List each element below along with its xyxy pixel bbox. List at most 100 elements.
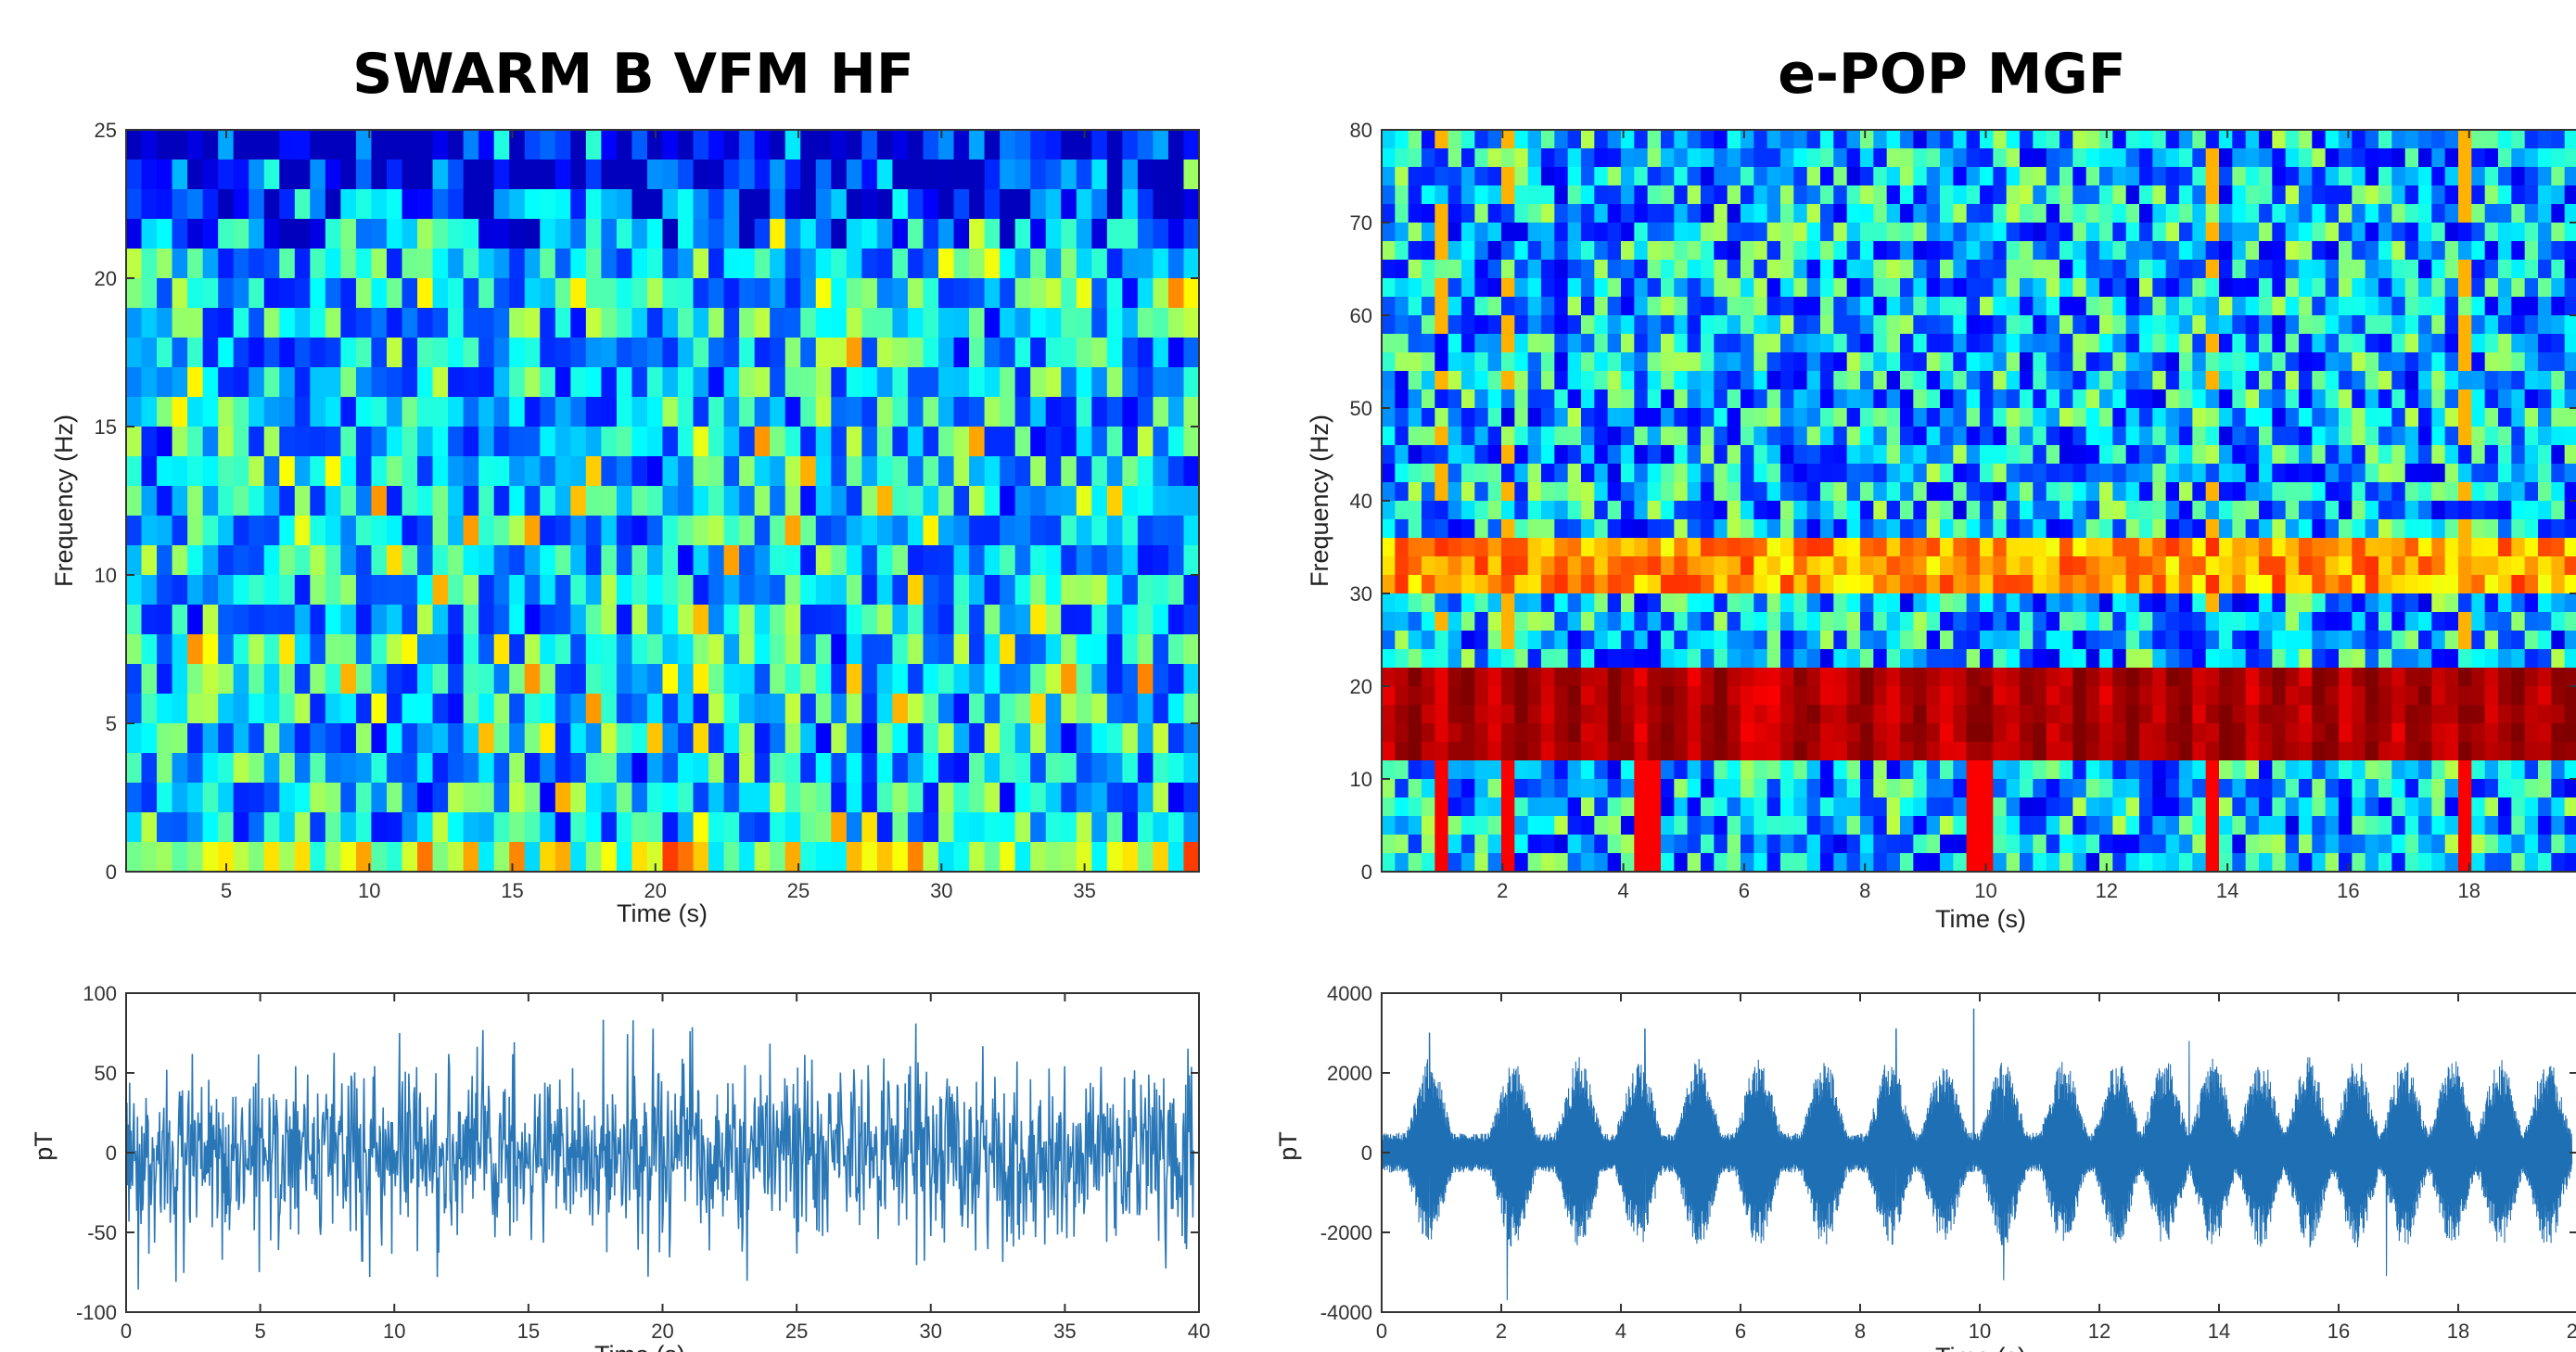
swarm-spectrogram-cell [601,367,618,398]
swarm-spectrogram-cell [1076,605,1092,635]
swarm-spectrogram-cell [355,634,373,665]
epop-spectrogram-cell [1886,297,1901,316]
epop-spectrogram-cell [2404,723,2419,743]
swarm-spectrogram-cell [693,783,709,813]
epop-spectrogram-cell [1714,686,1728,706]
epop-spectrogram-cell [2458,538,2472,557]
epop-spectrogram-cell [2125,352,2140,372]
epop-spectrogram-cell [1886,723,1901,743]
epop-spectrogram-cell [1833,185,1848,205]
epop-spectrogram-cell [1926,482,1941,502]
swarm-spectrogram-cell [770,694,786,724]
swarm-spectrogram-cell [678,812,695,843]
swarm-spectrogram-cell [1106,753,1123,784]
swarm-spectrogram-cell [601,516,618,546]
epop-spectrogram-cell [1940,501,1954,520]
epop-spectrogram-cell [1940,705,1954,724]
epop-spectrogram-cell [1501,556,1515,576]
swarm-spectrogram-cell [417,219,434,249]
epop-spectrogram-cell [1487,760,1502,780]
swarm-spectrogram-cell [249,189,265,220]
epop-spectrogram-cell [1873,445,1888,465]
epop-spectrogram-cell [1727,649,1741,669]
epop-spectrogram-cell [2179,371,2193,390]
swarm-spectrogram-cell [953,634,970,665]
epop-spectrogram-cell [2365,167,2379,186]
swarm-spectrogram-cell [1153,516,1169,546]
swarm-spectrogram-cell [831,338,848,368]
swarm-spectrogram-cell [294,397,311,427]
epop-spectrogram-cell [2404,556,2419,576]
epop-spectrogram-cell [1741,593,1754,613]
epop-spectrogram-cell [2339,556,2353,576]
epop-spectrogram-cell [2152,389,2167,409]
swarm-spectrogram-cell [815,753,832,784]
epop-spectrogram-cell [2006,315,2021,335]
epop-spectrogram-cell [2365,686,2379,706]
swarm-spectrogram-cell [463,219,479,249]
swarm-spectrogram-cell [770,486,786,517]
epop-spectrogram-cell [1674,408,1689,427]
epop-spectrogram-cell [2033,482,2047,502]
epop-spectrogram-cell [1753,297,1768,316]
epop-spectrogram-cell [1926,241,1941,261]
epop-spectrogram-cell [1422,389,1435,409]
epop-spectrogram-cell [2511,519,2526,539]
epop-spectrogram-cell [2046,352,2060,372]
epop-spectrogram-cell [2259,464,2273,483]
epop-spectrogram-cell [2232,148,2247,168]
swarm-spectrogram-cell [325,723,341,754]
epop-spectrogram-cell [2112,464,2127,483]
epop-spectrogram-cell [1980,723,1994,743]
swarm-spectrogram-cell [555,545,571,576]
swarm-spectrogram-cell [570,159,587,190]
swarm-spectrogram-cell [616,397,633,427]
epop-spectrogram-cell [1554,278,1569,298]
swarm-spectrogram-cell [218,367,235,398]
epop-spectrogram-cell [2458,649,2472,669]
swarm-spectrogram-cell [157,397,173,427]
swarm-spectrogram-cell [1045,159,1062,190]
epop-spectrogram-cell [1395,668,1409,687]
epop-spectrogram-cell [2245,389,2260,409]
epop-spectrogram-cell [1621,668,1635,687]
epop-spectrogram-cell [2006,334,2021,353]
epop-spectrogram-cell [2484,556,2499,576]
epop-spectrogram-cell [1753,167,1768,186]
swarm-spectrogram-cell [371,189,388,220]
swarm-spectrogram-frame [125,129,1200,873]
swarm-spectrogram-cell [157,367,173,398]
swarm-spectrogram-cell [340,308,357,338]
epop-spectrogram-cell [1661,631,1675,650]
epop-spectrogram-cell [2551,705,2566,724]
epop-spectrogram-cell [2391,297,2406,316]
swarm-spectrogram-cell [1153,456,1169,487]
epop-spectrogram-cell [1993,185,2008,205]
epop-spectrogram-cell [2285,427,2300,446]
epop-spectrogram-cell [1687,668,1702,687]
epop-spectrogram-cell [2060,445,2073,465]
epop-spectrogram-cell [1541,315,1555,335]
epop-spectrogram-cell [1647,352,1662,372]
epop-spectrogram-cell [1900,631,1914,650]
epop-spectrogram-cell [1701,538,1715,557]
epop-spectrogram-cell [2192,723,2207,743]
swarm-spectrogram-cell [969,723,986,754]
swarm-spectrogram-cell [846,545,862,576]
swarm-spectrogram-cell [202,367,219,398]
swarm-spectrogram-cell [1045,486,1062,517]
epop-spectrogram-cell [2072,631,2087,650]
swarm-spectrogram-cell [800,219,817,249]
swarm-spectrogram-cell [493,278,510,309]
epop-spectrogram-cell [1674,482,1689,502]
epop-spectrogram-cell [2404,148,2419,168]
swarm-spectrogram-cell [279,842,296,872]
swarm-spectrogram-cell [218,249,235,279]
epop-spectrogram-cell [2259,519,2273,539]
epop-spectrogram-cell [2365,260,2379,279]
epop-spectrogram-cell [1806,742,1821,761]
swarm-spectrogram-cell [325,219,341,249]
epop-spectrogram-cell [1873,260,1888,279]
epop-spectrogram-cell [1501,371,1515,390]
swarm-spectrogram-cell [1137,338,1154,368]
